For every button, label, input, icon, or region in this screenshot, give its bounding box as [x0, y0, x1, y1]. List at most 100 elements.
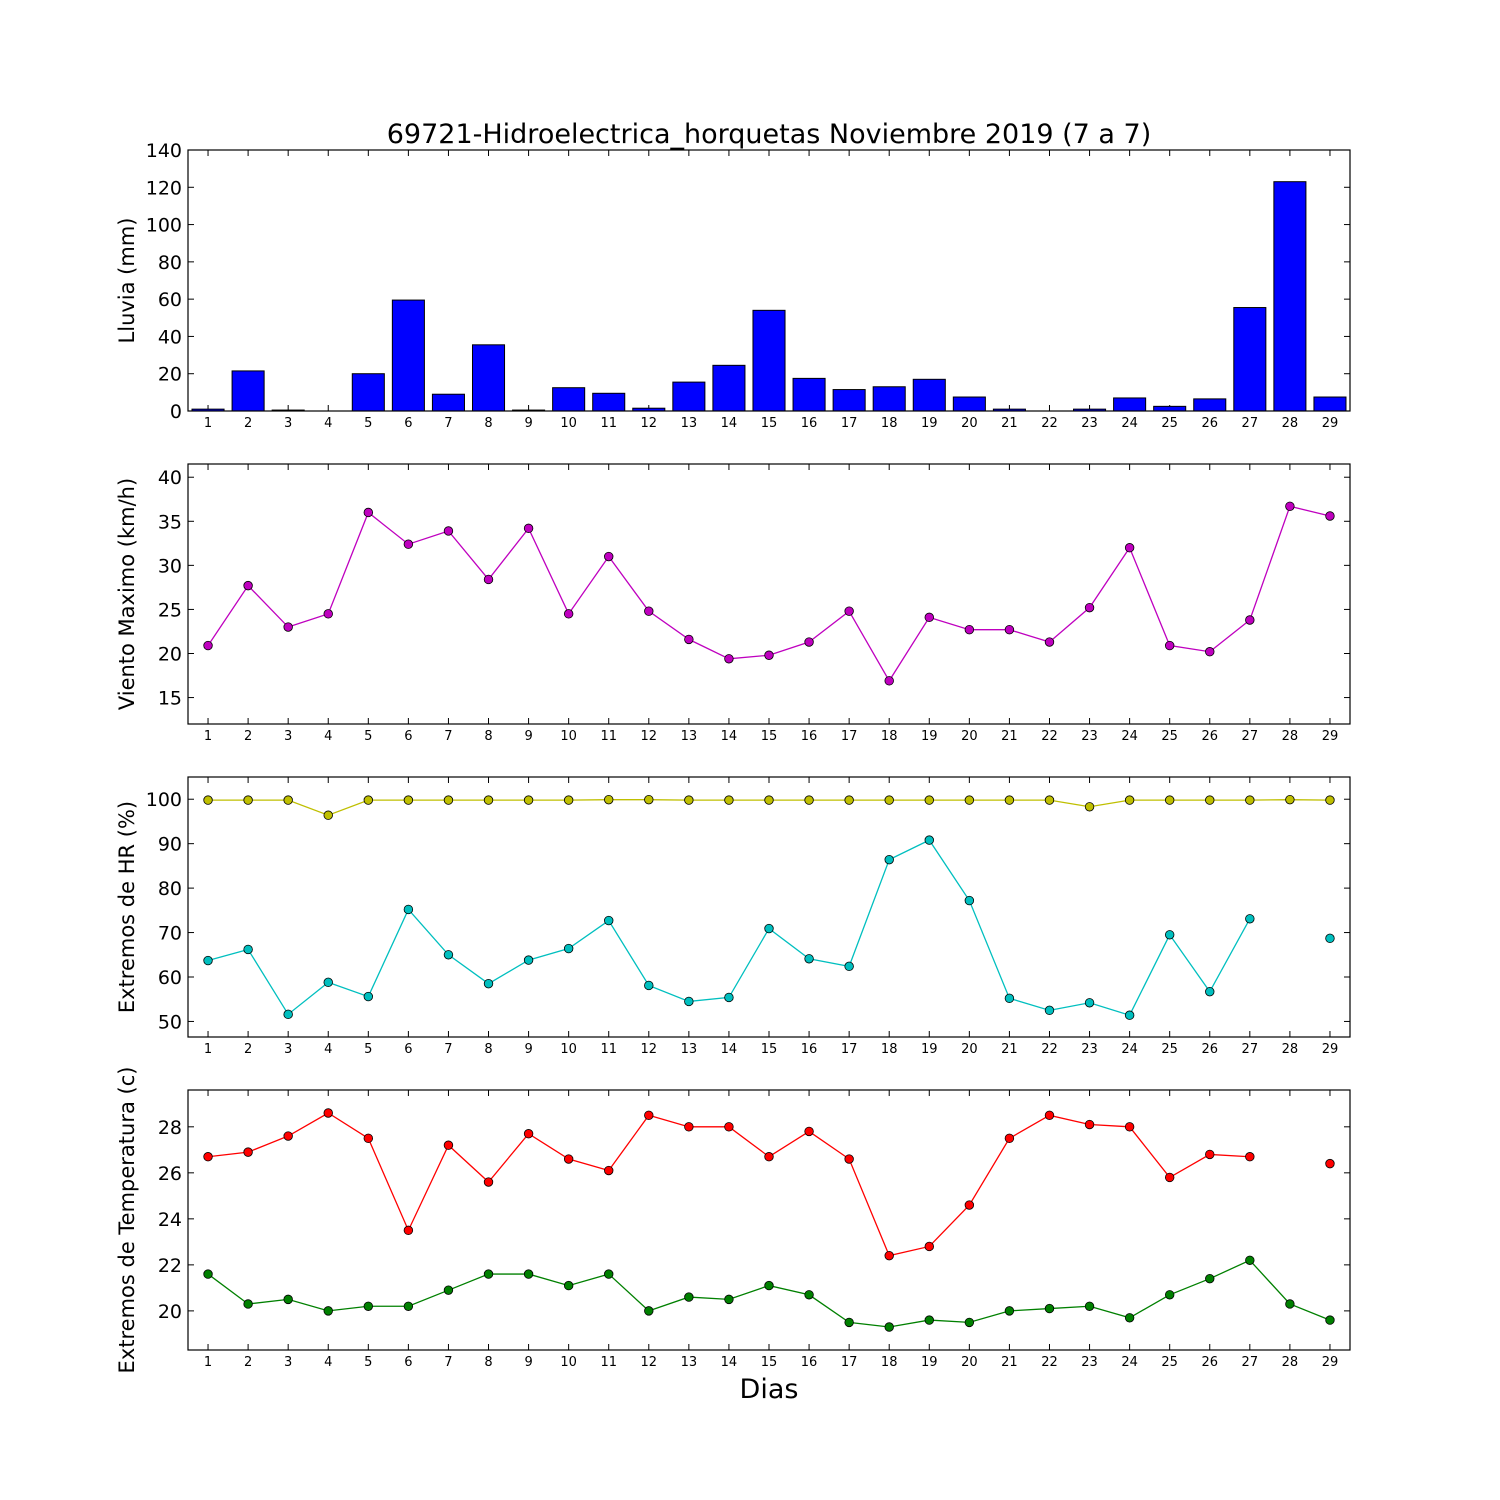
temperature-max-point: [563, 1154, 574, 1164]
humidity-x-tick-label: 4: [324, 1042, 332, 1057]
humidity-min-point: [323, 977, 333, 988]
rain-x-tick-label: 12: [641, 416, 658, 431]
humidity-x-tick-label: 13: [681, 1042, 698, 1057]
humidity-x-tick-label: 14: [721, 1042, 738, 1057]
rain-y-tick-label: 40: [158, 326, 182, 348]
humidity-max-point: [363, 795, 374, 805]
rain-x-tick-label: 25: [1161, 416, 1178, 431]
rain-y-tick-label: 60: [158, 289, 182, 311]
wind-y-tick-label: 30: [158, 555, 182, 577]
temperature-min-point: [563, 1280, 574, 1291]
temperature-max-point: [1004, 1133, 1015, 1144]
temperature-x-tick-label: 9: [524, 1355, 532, 1370]
rain-x-tick-label: 15: [761, 416, 778, 431]
temperature-x-tick-label: 11: [600, 1355, 617, 1370]
temperature-x-tick-label: 5: [364, 1355, 372, 1370]
humidity-x-tick-label: 3: [284, 1042, 292, 1057]
temperature-min-point: [604, 1269, 614, 1279]
humidity-x-tick-label: 16: [801, 1042, 818, 1057]
temperature-max-point: [1245, 1152, 1255, 1162]
humidity-x-tick-label: 12: [641, 1042, 658, 1057]
humidity-min-point: [1325, 933, 1335, 944]
wind-line-point: [323, 609, 333, 619]
figure-title: 69721-Hidroelectrica_horquetas Noviembre…: [387, 119, 1152, 150]
wind-x-tick-label: 21: [1001, 729, 1018, 744]
rain-x-tick-label: 21: [1001, 416, 1018, 431]
temperature-x-tick-label: 27: [1242, 1355, 1259, 1370]
humidity-y-axis-label: Extremos de HR (%): [115, 801, 139, 1013]
wind-x-tick-label: 29: [1322, 729, 1339, 744]
temperature-max-point: [1205, 1149, 1215, 1160]
rain-bar: [231, 370, 265, 412]
wind-line-point: [1084, 602, 1095, 613]
rain-x-tick-label: 23: [1081, 416, 1098, 431]
humidity-min-point: [483, 978, 494, 989]
rain-frame: [187, 149, 1351, 412]
temperature-y-tick-label: 28: [158, 1117, 182, 1139]
wind-y-tick-label: 20: [158, 643, 182, 665]
wind-line-point: [1205, 647, 1215, 657]
rain-x-tick-label: 20: [961, 416, 978, 431]
temperature-max-point: [964, 1200, 975, 1210]
rain-x-tick-label: 14: [721, 416, 738, 431]
temperature-y-tick-label: 20: [158, 1301, 182, 1323]
temperature-min-point: [1044, 1303, 1055, 1314]
temperature-x-tick-label: 16: [801, 1355, 818, 1370]
rain-bar: [952, 396, 986, 412]
rain-bar: [1233, 307, 1267, 412]
temperature-min-point: [804, 1290, 814, 1300]
rain-x-tick-label: 7: [444, 416, 452, 431]
humidity-y-tick-label: 100: [146, 789, 182, 811]
temperature-min-point: [724, 1294, 734, 1305]
temperature-min-point: [403, 1301, 414, 1311]
wind-line-point: [964, 624, 975, 635]
temperature-min-point: [1285, 1299, 1295, 1309]
temperature-max-point: [924, 1241, 934, 1252]
temperature-min-point: [764, 1280, 774, 1291]
humidity-min-point: [964, 895, 975, 906]
wind-y-axis-label: Viento Maximo (km/h): [115, 478, 139, 710]
humidity-min-point: [1004, 993, 1015, 1004]
humidity-min-point: [523, 955, 534, 965]
wind-line-point: [243, 580, 253, 591]
humidity-max-point: [844, 795, 854, 805]
temperature-max-point: [1164, 1172, 1175, 1183]
rain-x-tick-label: 2: [244, 416, 252, 431]
rain-y-tick-label: 0: [170, 401, 182, 423]
temperature-x-tick-label: 26: [1201, 1355, 1218, 1370]
rain-bar: [1113, 397, 1147, 412]
humidity-max-point: [483, 795, 494, 805]
rain-bar: [351, 373, 385, 412]
wind-line-point: [1245, 615, 1255, 625]
temperature-max-point: [323, 1108, 333, 1118]
rain-x-tick-label: 6: [404, 416, 412, 431]
wind-x-tick-label: 7: [444, 729, 452, 744]
humidity-max-point: [764, 795, 774, 805]
temperature-min-point: [924, 1315, 934, 1325]
wind-line-point: [1044, 637, 1055, 647]
temperature-min-point: [644, 1306, 654, 1316]
wind-line-point: [844, 606, 854, 616]
humidity-min-point: [243, 944, 253, 955]
wind-line-point: [203, 640, 213, 651]
temperature-x-tick-label: 19: [921, 1355, 938, 1370]
humidity-y-tick-label: 60: [158, 967, 182, 989]
temperature-max-point: [804, 1126, 814, 1137]
wind-y-tick-label: 25: [158, 599, 182, 621]
rain-bar: [1193, 398, 1227, 412]
wind-x-tick-label: 1: [204, 729, 212, 744]
wind-x-tick-label: 14: [721, 729, 738, 744]
temperature-x-tick-label: 6: [404, 1355, 412, 1370]
temperature-min-point: [884, 1322, 894, 1332]
wind-line-point: [1164, 640, 1175, 651]
humidity-min-point: [764, 923, 774, 934]
rain-y-tick-label: 20: [158, 364, 182, 386]
rain-x-tick-label: 3: [284, 416, 292, 431]
humidity-max-point: [604, 794, 614, 805]
temperature-max-point: [483, 1177, 494, 1187]
humidity-x-tick-label: 15: [761, 1042, 778, 1057]
humidity-min-point: [684, 996, 694, 1007]
temperature-max-point: [363, 1133, 374, 1144]
